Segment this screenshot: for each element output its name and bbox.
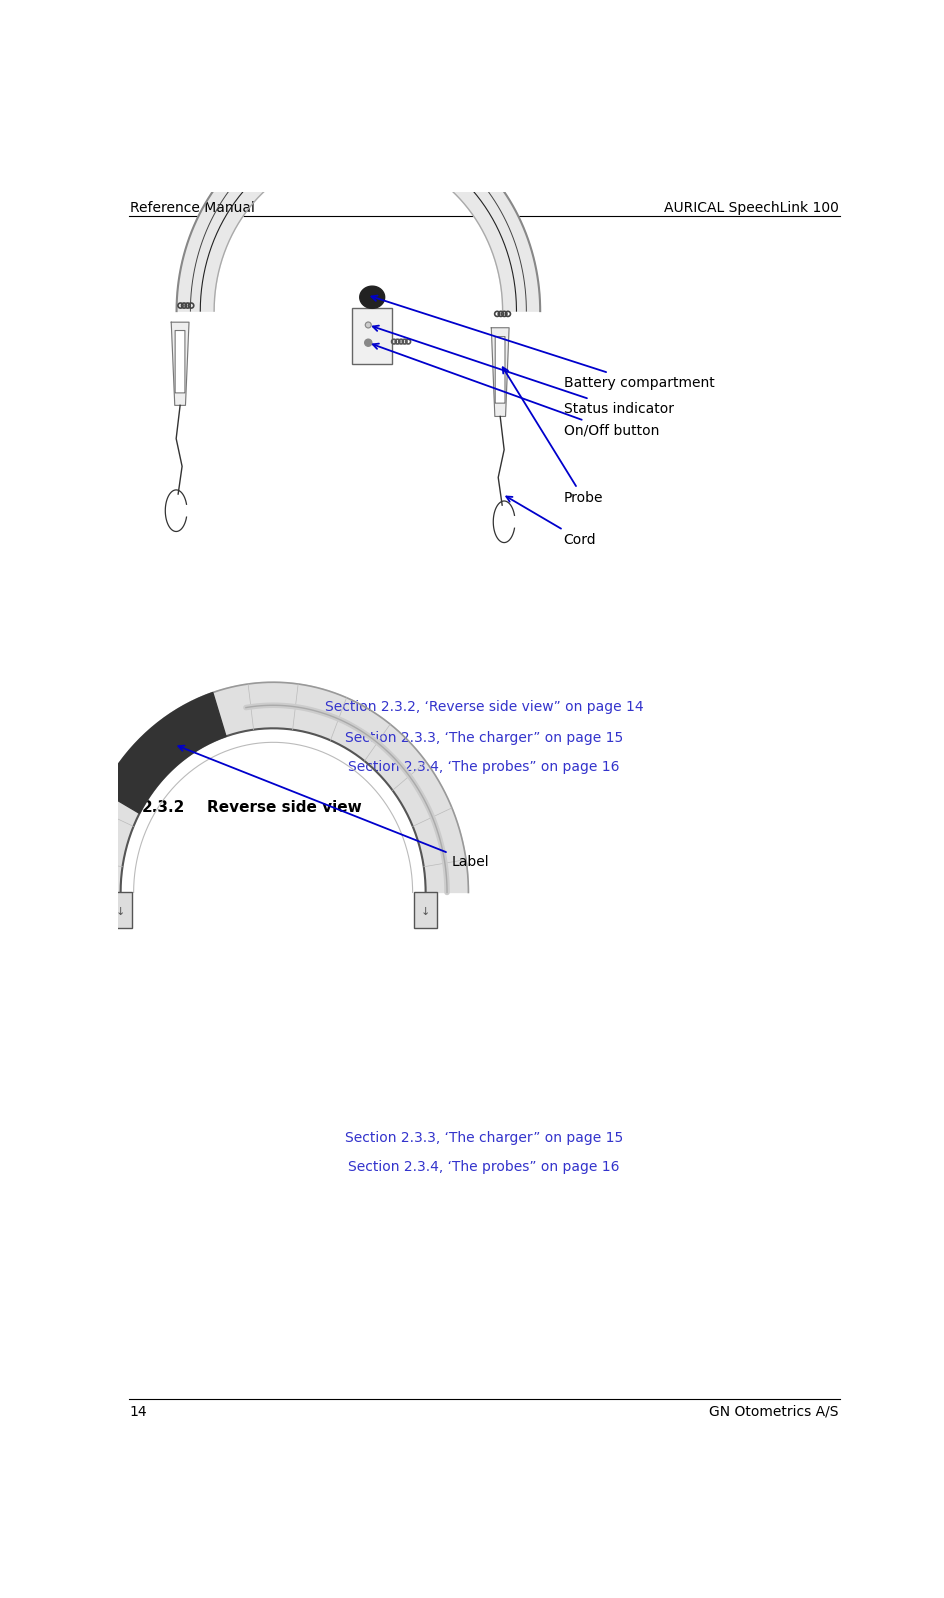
Text: Battery compartment: Battery compartment — [371, 296, 714, 390]
Text: Status indicator: Status indicator — [373, 326, 673, 415]
Polygon shape — [360, 286, 384, 308]
Text: Cord: Cord — [506, 497, 596, 547]
Circle shape — [364, 339, 371, 347]
Polygon shape — [102, 692, 226, 813]
FancyBboxPatch shape — [352, 308, 392, 364]
FancyBboxPatch shape — [175, 331, 185, 393]
Circle shape — [365, 323, 371, 328]
Text: Section 2.3.2, ‘Reverse side view” on page 14: Section 2.3.2, ‘Reverse side view” on pa… — [325, 700, 643, 714]
FancyBboxPatch shape — [110, 892, 131, 928]
Polygon shape — [77, 682, 468, 892]
Text: Reference Manual: Reference Manual — [129, 201, 254, 216]
Text: Probe: Probe — [502, 368, 602, 505]
FancyBboxPatch shape — [495, 337, 504, 403]
Text: AURICAL SpeechLink 100: AURICAL SpeechLink 100 — [664, 201, 838, 216]
Text: ↓: ↓ — [116, 908, 126, 917]
Text: ↓: ↓ — [420, 908, 430, 917]
FancyBboxPatch shape — [414, 892, 436, 928]
Polygon shape — [491, 328, 509, 417]
Text: Section 2.3.3, ‘The charger” on page 15: Section 2.3.3, ‘The charger” on page 15 — [345, 730, 622, 745]
Text: Section 2.3.4, ‘The probes” on page 16: Section 2.3.4, ‘The probes” on page 16 — [347, 1160, 619, 1175]
Text: Section 2.3.4, ‘The probes” on page 16: Section 2.3.4, ‘The probes” on page 16 — [347, 761, 619, 773]
Text: GN Otometrics A/S: GN Otometrics A/S — [709, 1405, 838, 1419]
Text: Reverse side view: Reverse side view — [207, 801, 362, 815]
Text: On/Off button: On/Off button — [372, 344, 658, 438]
Text: 2.3.2: 2.3.2 — [142, 801, 185, 815]
Polygon shape — [177, 112, 540, 312]
Text: Label: Label — [178, 746, 488, 869]
Polygon shape — [171, 323, 189, 406]
Text: Section 2.3.3, ‘The charger” on page 15: Section 2.3.3, ‘The charger” on page 15 — [345, 1131, 622, 1146]
Text: 14: 14 — [129, 1405, 147, 1419]
